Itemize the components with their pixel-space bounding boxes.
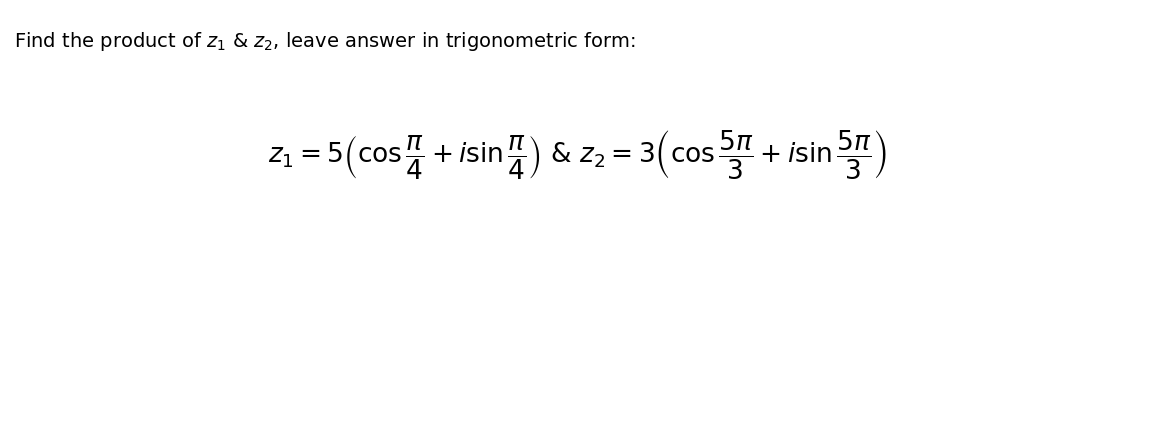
Text: $z_1 = 5\left(\cos\dfrac{\pi}{4} + i\sin\dfrac{\pi}{4}\right)$ & $z_2 = 3\left(\: $z_1 = 5\left(\cos\dfrac{\pi}{4} + i\sin… [268, 128, 887, 181]
Text: Find the product of $z_1$ & $z_2$, leave answer in trigonometric form:: Find the product of $z_1$ & $z_2$, leave… [14, 30, 635, 53]
